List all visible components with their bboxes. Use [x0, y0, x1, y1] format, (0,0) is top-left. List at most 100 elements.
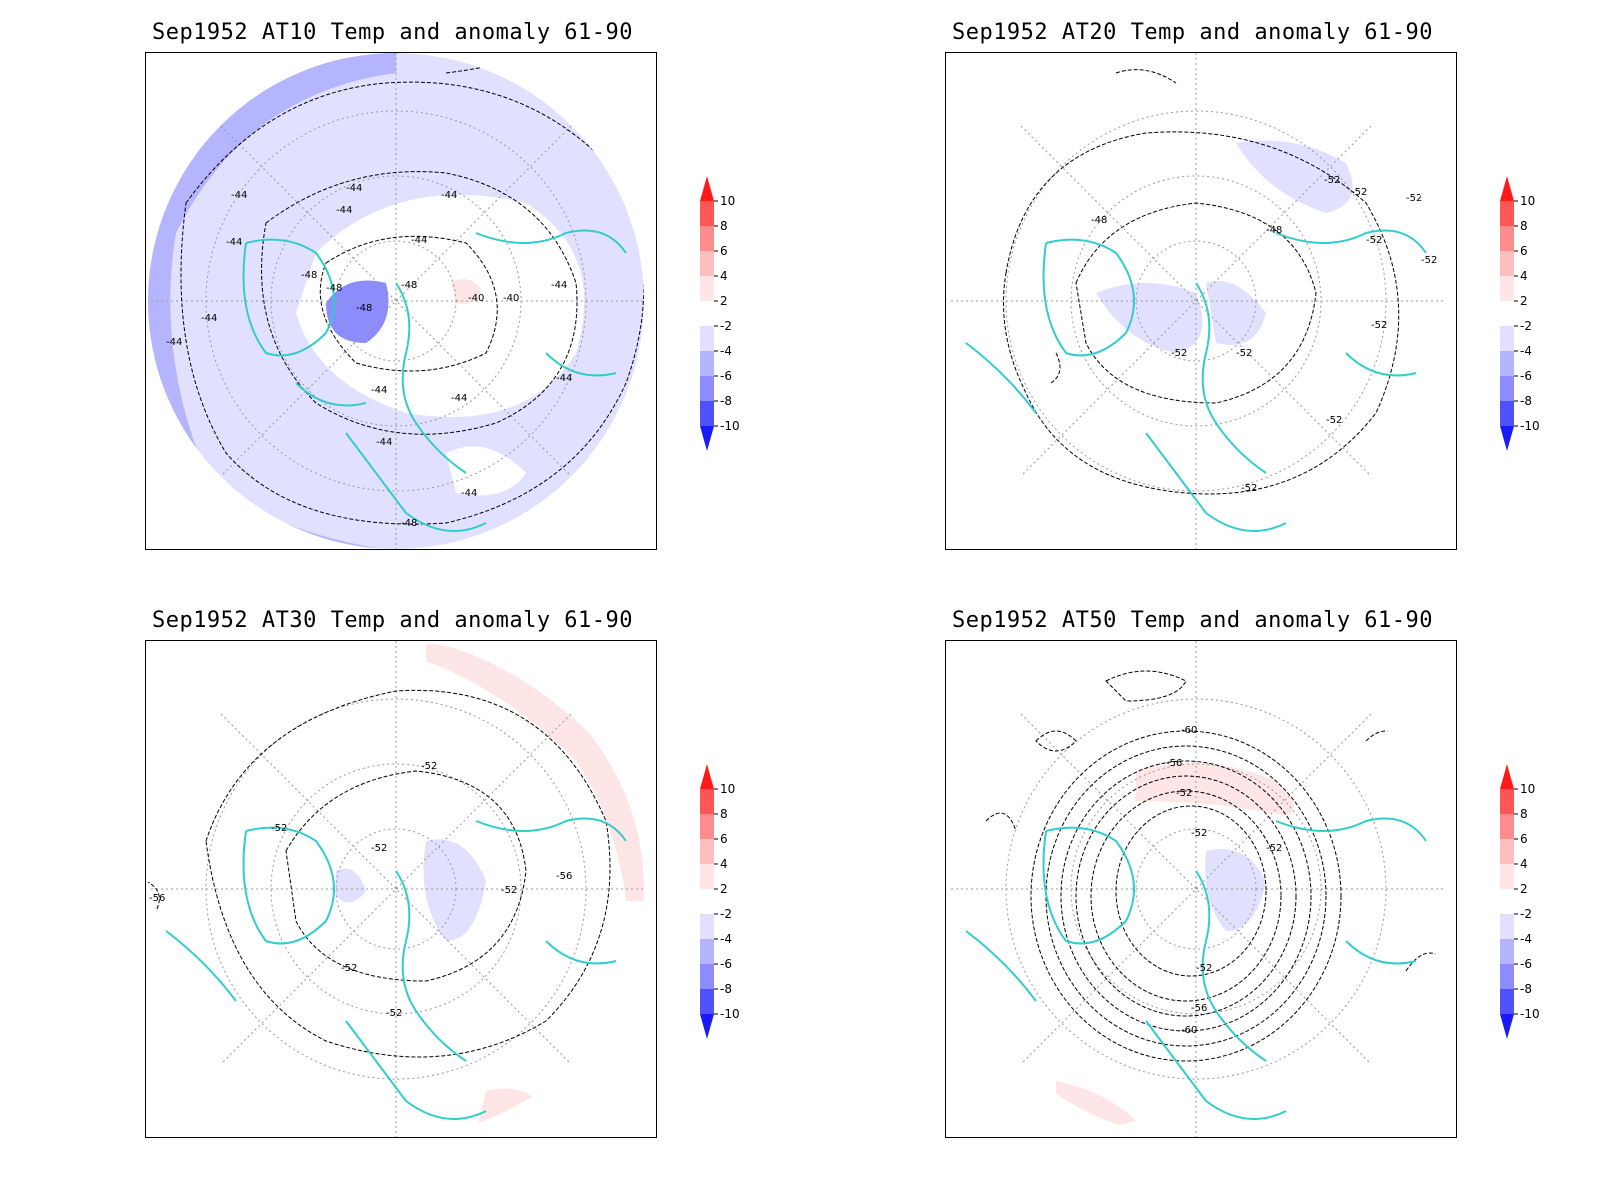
colorbar-tick-label: -2: [1520, 319, 1532, 333]
colorbar-tick-label: 8: [1520, 807, 1528, 821]
colorbar-tick-label: -2: [720, 907, 732, 921]
colorbar-segment: [700, 839, 714, 864]
contour-label: -44: [451, 393, 467, 404]
colorbar-tick-label: -6: [720, 369, 732, 383]
contour-label: -48: [356, 303, 372, 314]
contour-label: -56: [556, 871, 572, 882]
contour-label: -52: [1324, 175, 1340, 186]
colorbar-tick-label: 4: [1520, 269, 1528, 283]
colorbar-tick-label: 2: [720, 294, 728, 308]
colorbar-segment: [700, 401, 714, 426]
contour-label: -44: [201, 313, 217, 324]
colorbar-tick-label: -4: [720, 344, 732, 358]
colorbar-arrow-bottom: [700, 426, 714, 451]
contour-label: -52: [1171, 348, 1187, 359]
colorbar-tick-label: 10: [720, 194, 735, 208]
contour-label: -52: [1196, 963, 1212, 974]
colorbar: 10 8 6 4 2 -2 -4 -6 -8 -10: [1500, 176, 1590, 461]
colorbar-tick-label: 6: [1520, 244, 1528, 258]
colorbar-segment: [700, 789, 714, 814]
anomaly-region: [296, 194, 585, 417]
contour-label: -52: [1406, 193, 1422, 204]
map-svg: -52 -52 -52 -52 -56 -56 -52 -52: [148, 641, 644, 1137]
contour-labels: -60 -56 -52 -52 -52 -56 -60 -52: [1166, 725, 1282, 1036]
anomaly-region: [148, 53, 396, 549]
contour-label: -52: [1266, 843, 1282, 854]
colorbar-tick-label: -8: [1520, 394, 1532, 408]
colorbar-tick-label: -6: [1520, 957, 1532, 971]
contour-label: -52: [1241, 483, 1257, 494]
colorbar-tick-label: 4: [1520, 857, 1528, 871]
colorbar-tick-label: 8: [1520, 219, 1528, 233]
contour-label: -52: [1351, 187, 1367, 198]
colorbar-arrow-bottom: [1500, 426, 1514, 451]
colorbar-tick-label: -8: [1520, 982, 1532, 996]
colorbar-segment: [700, 814, 714, 839]
contour-label: -48: [301, 270, 317, 281]
colorbar-tick-label: 2: [1520, 882, 1528, 896]
colorbar-arrow-bottom: [1500, 1014, 1514, 1039]
anomaly-region: [1205, 849, 1266, 931]
contour-labels: -44 -44 -44 -44 -44 -44 -48 -48 -48 -48 …: [166, 183, 572, 529]
contour-label: -56: [149, 893, 165, 904]
contour-labels: -52 -52 -52 -48 -52 -52 -52 -52 -52 -52 …: [1091, 175, 1437, 494]
colorbar-tick-label: 6: [720, 244, 728, 258]
map-panel-at30: Sep1952 AT30 Temp and anomaly 61-90: [0, 588, 800, 1188]
colorbar-arrow-top: [1500, 176, 1514, 201]
colorbar-tick-label: 2: [720, 882, 728, 896]
contour-label: -48: [1091, 215, 1107, 226]
contour-label: -52: [371, 843, 387, 854]
colorbar-arrow-bottom: [700, 1014, 714, 1039]
contour-label: -44: [411, 235, 427, 246]
contour-label: -44: [556, 373, 572, 384]
colorbar-segment: [1500, 889, 1514, 914]
map-svg: -44 -44 -44 -44 -44 -44 -48 -48 -48 -48 …: [148, 53, 644, 549]
colorbar-segment: [700, 251, 714, 276]
contour-label: -44: [371, 385, 387, 396]
colorbar-tick-label: -10: [1520, 1007, 1540, 1021]
contour-label: -52: [386, 1008, 402, 1019]
colorbar-segment: [1500, 814, 1514, 839]
colorbar-tick-label: 10: [1520, 194, 1535, 208]
contour-label: -48: [401, 518, 417, 529]
colorbar-segment: [1500, 789, 1514, 814]
colorbar-tick-label: -8: [720, 982, 732, 996]
colorbar-segment: [1500, 351, 1514, 376]
colorbar-tick-label: -10: [720, 419, 740, 433]
colorbar-tick-label: -6: [1520, 369, 1532, 383]
colorbar-segment: [1500, 376, 1514, 401]
colorbar-tick-label: -10: [720, 1007, 740, 1021]
contour-label: -44: [346, 183, 362, 194]
contour-label: -44: [461, 488, 477, 499]
colorbar-segment: [700, 201, 714, 226]
contour-label: -48: [401, 280, 417, 291]
colorbar-segment: [1500, 251, 1514, 276]
contour-label: -48: [1266, 225, 1282, 236]
anomaly-region: [1236, 140, 1353, 213]
colorbar-segment: [1500, 989, 1514, 1014]
colorbar-segment: [1500, 401, 1514, 426]
colorbar-segment: [700, 864, 714, 889]
colorbar-segment: [1500, 276, 1514, 301]
colorbar-segment: [700, 276, 714, 301]
colorbar-segment: [1500, 201, 1514, 226]
colorbar-tick-label: 10: [1520, 782, 1535, 796]
colorbar-segment: [1500, 939, 1514, 964]
contour-label: -52: [1326, 415, 1342, 426]
contour-label: -52: [1421, 255, 1437, 266]
contour-label: -44: [376, 437, 392, 448]
polar-map: -44 -44 -44 -44 -44 -44 -48 -48 -48 -48 …: [145, 52, 657, 550]
contour-label: -52: [501, 885, 517, 896]
colorbar-tick-label: -4: [1520, 932, 1532, 946]
colorbar-segment: [700, 914, 714, 939]
contour-label: -60: [1181, 725, 1197, 736]
map-panel-at20: Sep1952 AT20 Temp and anomaly 61-90: [800, 0, 1600, 600]
colorbar-segment: [700, 351, 714, 376]
colorbar-segment: [700, 376, 714, 401]
colorbar-tick-label: -2: [1520, 907, 1532, 921]
colorbar-segment: [1500, 326, 1514, 351]
colorbar-arrow-top: [1500, 764, 1514, 789]
colorbar-segment: [700, 301, 714, 326]
colorbar-tick-label: 8: [720, 219, 728, 233]
colorbar-segment: [700, 226, 714, 251]
